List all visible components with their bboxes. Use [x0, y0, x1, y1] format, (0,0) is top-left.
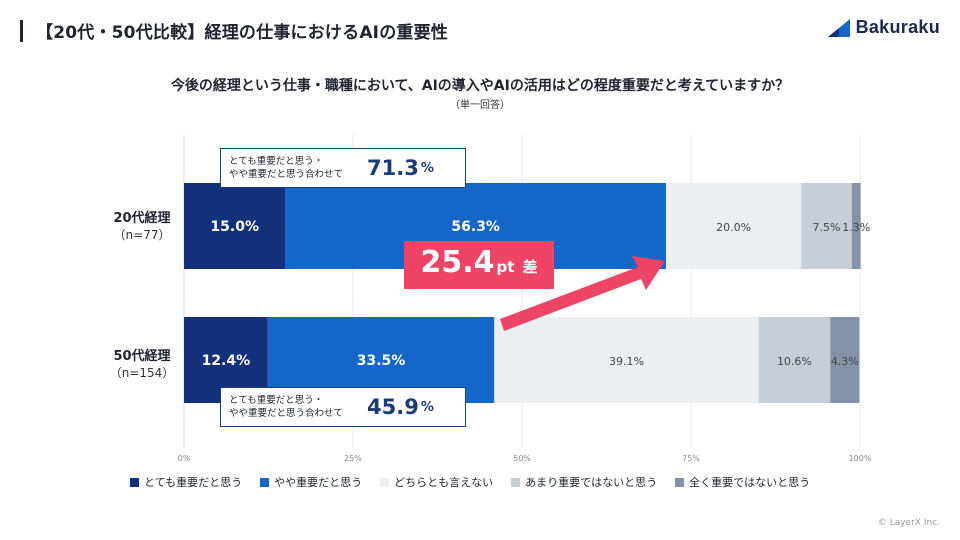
callout-text-line2: やや重要だと思う合わせて	[229, 169, 344, 180]
bar-segment	[494, 317, 759, 403]
x-tick-label: 75%	[682, 454, 700, 463]
x-tick-label: 100%	[849, 454, 872, 463]
x-tick-label: 25%	[344, 454, 362, 463]
difference-badge: 25.4 pt 差	[404, 241, 554, 289]
legend-label: 全く重要ではないと思う	[689, 476, 811, 489]
difference-unit: pt	[496, 258, 515, 276]
survey-question: 今後の経理という仕事・職種において、AIの導入やAIの活用はどの程度重要だと考え…	[170, 78, 790, 94]
callout-20s-total: とても重要だと思う・ やや重要だと思う合わせて 71.3 %	[220, 148, 466, 188]
data-label: 20.0%	[716, 221, 751, 234]
legend-swatch	[511, 477, 521, 487]
callout-value: 45.9	[367, 395, 419, 419]
difference-arrow	[500, 256, 665, 331]
difference-value: 25.4	[420, 245, 495, 280]
row-name: 50代経理	[113, 349, 171, 364]
legend-swatch	[380, 477, 390, 487]
data-label: 4.3%	[831, 355, 859, 368]
legend-label: やや重要だと思う	[274, 476, 363, 489]
bar-segment	[801, 183, 852, 269]
legend-item: 全く重要ではないと思う	[675, 474, 810, 490]
data-label: 56.3%	[451, 219, 500, 235]
row-sample-size: （n=77）	[113, 228, 171, 242]
difference-suffix: 差	[522, 258, 538, 276]
bar-segment	[851, 183, 861, 269]
data-label: 15.0%	[210, 219, 259, 235]
callout-value: 71.3	[367, 156, 419, 180]
legend-label: あまり重要ではないと思う	[525, 476, 658, 489]
bar-segment	[665, 183, 802, 269]
chart-legend: とても重要だと思う やや重要だと思う どちらとも言えない あまり重要ではないと思…	[130, 474, 810, 490]
bar-segment	[758, 317, 831, 403]
data-label: 12.4%	[202, 353, 251, 369]
data-label: 1.3%	[842, 221, 870, 234]
row-label-50s: 50代経理 （n=154）	[92, 345, 192, 381]
legend-item: どちらとも言えない	[380, 474, 493, 490]
bar-segment	[830, 317, 860, 403]
legend-label: とても重要だと思う	[144, 476, 243, 489]
bakuraku-logo-icon	[827, 18, 850, 37]
legend-label: どちらとも言えない	[394, 476, 494, 489]
x-tick-label: 0%	[178, 454, 191, 463]
data-label: 39.1%	[609, 355, 644, 368]
data-label: 10.6%	[777, 355, 812, 368]
x-tick-label: 50%	[513, 454, 531, 463]
callout-text-line1: とても重要だと思う・	[229, 156, 324, 167]
callout-unit: %	[420, 160, 434, 176]
copyright: © LayerX Inc.	[877, 518, 940, 528]
row-sample-size: （n=154）	[109, 366, 175, 380]
row-name: 20代経理	[113, 211, 171, 226]
legend-item: あまり重要ではないと思う	[511, 474, 657, 490]
page-title: 【20代・50代比較】経理の仕事におけるAIの重要性	[36, 23, 448, 43]
logo: Bakuraku	[827, 17, 940, 38]
data-label: 7.5%	[813, 221, 841, 234]
legend-item: やや重要だと思う	[260, 474, 362, 490]
legend-swatch	[260, 477, 270, 487]
legend-swatch	[130, 477, 139, 487]
logo-text: Bakuraku	[855, 17, 940, 37]
title-accent-bar	[20, 20, 23, 42]
bar-segment	[184, 183, 286, 269]
data-label: 33.5%	[357, 353, 406, 369]
legend-item: とても重要だと思う	[130, 474, 242, 490]
callout-50s-total: とても重要だと思う・ やや重要だと思う合わせて 45.9 %	[220, 387, 466, 427]
answer-type-note: （単一回答）	[450, 100, 510, 111]
callout-unit: %	[420, 399, 434, 415]
callout-text-line2: やや重要だと思う合わせて	[229, 408, 344, 419]
legend-swatch	[675, 477, 685, 487]
row-label-20s: 20代経理 （n=77）	[92, 207, 192, 243]
callout-text-line1: とても重要だと思う・	[229, 395, 324, 406]
